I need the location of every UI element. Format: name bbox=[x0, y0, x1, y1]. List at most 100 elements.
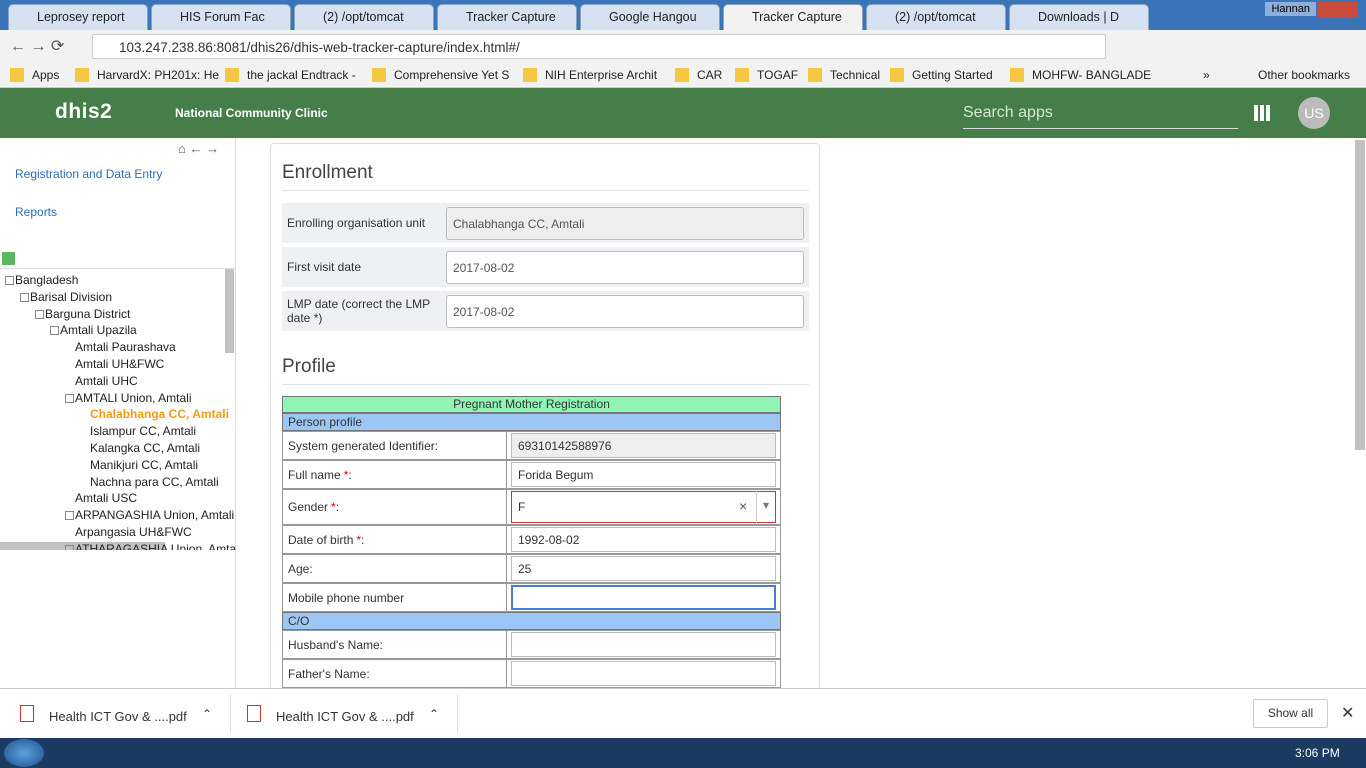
download-item[interactable]: Health ICT Gov & ....pdf bbox=[49, 709, 187, 724]
search-apps[interactable]: Search apps bbox=[963, 104, 1238, 129]
app-title: National Community Clinic bbox=[175, 106, 328, 120]
bookmark[interactable]: NIH Enterprise Archit bbox=[545, 68, 658, 82]
tree-node[interactable]: Amtali USC bbox=[75, 491, 138, 506]
row-input[interactable]: 25 bbox=[511, 556, 776, 581]
tree-node[interactable]: Amtali UHC bbox=[75, 373, 138, 388]
section-header: Person profile bbox=[282, 413, 781, 431]
tree-node[interactable]: Barisal Division bbox=[30, 289, 113, 304]
label-text: Age: bbox=[288, 561, 313, 576]
tree-node[interactable]: Nachna para CC, Amtali bbox=[90, 474, 219, 489]
sidebar: ⌂ ← → Bangladesh Barisal Division Barguna … bbox=[0, 138, 236, 688]
tree-node[interactable]: Amtali Paurashava bbox=[75, 340, 176, 355]
nav-buttons[interactable]: ← → ⟳ bbox=[10, 38, 65, 55]
tree-node[interactable]: Islampur CC, Amtali bbox=[90, 424, 197, 439]
url[interactable]: 103.247.238.86:8081/dhis26/dhis-web-trac… bbox=[92, 34, 1106, 59]
bookmark[interactable]: Getting Started bbox=[912, 68, 993, 82]
tab[interactable]: (2) /opt/tomcat bbox=[866, 4, 1006, 30]
row-input[interactable]: Forida Begum bbox=[511, 462, 776, 487]
download-menu[interactable]: ⌃ bbox=[202, 707, 213, 721]
clock: 3:06 PM bbox=[1295, 746, 1340, 760]
scrollbar[interactable] bbox=[225, 269, 234, 353]
field-input[interactable]: 2017-08-02 bbox=[446, 295, 804, 328]
tree-node[interactable]: Chalabhanga CC, Amtali bbox=[90, 407, 229, 422]
bookmark[interactable]: Apps bbox=[32, 68, 60, 82]
label-text: Date of birth bbox=[288, 532, 354, 547]
apps-grid[interactable] bbox=[1254, 105, 1270, 121]
bookmark-icon bbox=[1010, 68, 1024, 82]
row-input[interactable] bbox=[511, 585, 776, 610]
bookmarks-bar: » Other bookmarks Apps HarvardX: PH201x: … bbox=[0, 63, 1366, 88]
download-item[interactable]: Health ICT Gov & ....pdf bbox=[276, 709, 414, 724]
tree-toggle[interactable] bbox=[20, 292, 29, 302]
bookmark[interactable]: HarvardX: PH201x: He bbox=[97, 68, 220, 82]
pdf-icon bbox=[247, 705, 261, 722]
tab[interactable]: (2) /opt/tomcat bbox=[294, 4, 434, 30]
row-label: Date of birth *: bbox=[282, 525, 507, 554]
row-input[interactable] bbox=[511, 632, 776, 657]
tree-toggle[interactable] bbox=[65, 511, 74, 521]
field-input[interactable]: 2017-08-02 bbox=[446, 251, 804, 284]
download-menu[interactable]: ⌃ bbox=[429, 707, 440, 721]
start-button[interactable] bbox=[4, 739, 44, 767]
tree-node[interactable]: AMTALI Union, Amtali bbox=[75, 390, 192, 405]
tree-toggle[interactable] bbox=[50, 326, 59, 336]
user-avatar[interactable]: US bbox=[1298, 97, 1330, 129]
bookmark-icon bbox=[890, 68, 904, 82]
select-caret[interactable]: ▾ bbox=[756, 491, 775, 523]
scrollbar[interactable] bbox=[0, 542, 165, 550]
tree-node[interactable]: Barguna District bbox=[45, 306, 131, 321]
profile-name[interactable]: Hannan bbox=[1265, 2, 1316, 16]
search-icon[interactable] bbox=[2, 252, 15, 265]
required-mark: * bbox=[331, 500, 336, 514]
taskbar: 3:06 PM bbox=[0, 738, 1366, 768]
close-downloads[interactable]: ✕ bbox=[1341, 705, 1355, 722]
other-bookmarks[interactable]: Other bookmarks bbox=[1258, 68, 1351, 82]
bookmark[interactable]: MOHFW- BANGLADE bbox=[1032, 68, 1152, 82]
tree-node[interactable]: ARPANGASHIA Union, Amtali bbox=[75, 508, 235, 523]
row-cell bbox=[506, 431, 781, 460]
tab[interactable]: Leprosey report bbox=[8, 4, 148, 30]
tab[interactable]: Google Hangou bbox=[580, 4, 720, 30]
row-cell bbox=[506, 489, 781, 525]
tree-node[interactable]: Arpangasia UH&FWC bbox=[75, 525, 192, 539]
row-input[interactable]: F bbox=[511, 491, 776, 523]
row-cell bbox=[506, 460, 781, 489]
tab[interactable]: Tracker Capture bbox=[723, 4, 863, 30]
section-title: Profile bbox=[282, 356, 336, 377]
tree-node[interactable]: Amtali Upazila bbox=[60, 323, 137, 338]
tree-toggle[interactable] bbox=[65, 393, 74, 403]
bookmark[interactable]: the jackal Endtrack - bbox=[247, 68, 356, 82]
row-cell bbox=[506, 630, 781, 659]
tree-nav[interactable]: ⌂ ← → bbox=[178, 141, 220, 156]
bookmark[interactable]: Technical bbox=[830, 68, 881, 82]
clear-select[interactable]: × bbox=[739, 498, 748, 514]
tab[interactable]: HIS Forum Fac bbox=[151, 4, 291, 30]
menu-link[interactable]: Reports bbox=[15, 205, 58, 219]
show-all[interactable]: Show all bbox=[1253, 699, 1328, 728]
row-label: Full name *: bbox=[282, 460, 507, 489]
row-input[interactable]: 1992-08-02 bbox=[511, 527, 776, 552]
menu-link[interactable]: Registration and Data Entry bbox=[15, 167, 163, 181]
tab[interactable]: Downloads | D bbox=[1009, 4, 1149, 30]
tree-node[interactable]: ATHARAGASHIA Union, Amtali bbox=[75, 541, 236, 550]
downloads-bar: Show all ✕ Health ICT Gov & ....pdf ⌃ Heal… bbox=[0, 688, 1366, 738]
tree-toggle[interactable] bbox=[35, 309, 44, 319]
close-window[interactable] bbox=[1318, 2, 1358, 18]
bookmark[interactable]: Comprehensive Yet S bbox=[394, 68, 510, 82]
tree-node[interactable]: Kalangka CC, Amtali bbox=[90, 441, 201, 455]
tree-toggle[interactable] bbox=[5, 276, 14, 285]
bookmark[interactable]: CAR bbox=[697, 68, 723, 82]
logo[interactable]: dhis2 bbox=[55, 100, 113, 123]
page-scrollbar[interactable] bbox=[1355, 140, 1365, 450]
tree-node[interactable]: Bangladesh bbox=[15, 273, 79, 287]
row-input[interactable] bbox=[511, 661, 776, 686]
label-text: Father's Name: bbox=[288, 666, 370, 681]
more-bookmarks[interactable]: » bbox=[1203, 68, 1210, 82]
bookmark-icon bbox=[735, 68, 749, 82]
tree-node[interactable]: Manikjuri CC, Amtali bbox=[90, 457, 199, 472]
tree-node[interactable]: Amtali UH&FWC bbox=[75, 357, 165, 371]
tree-toggle[interactable] bbox=[65, 544, 74, 550]
bookmark-icon bbox=[75, 68, 89, 82]
tab[interactable]: Tracker Capture bbox=[437, 4, 577, 30]
bookmark[interactable]: TOGAF bbox=[757, 68, 799, 82]
